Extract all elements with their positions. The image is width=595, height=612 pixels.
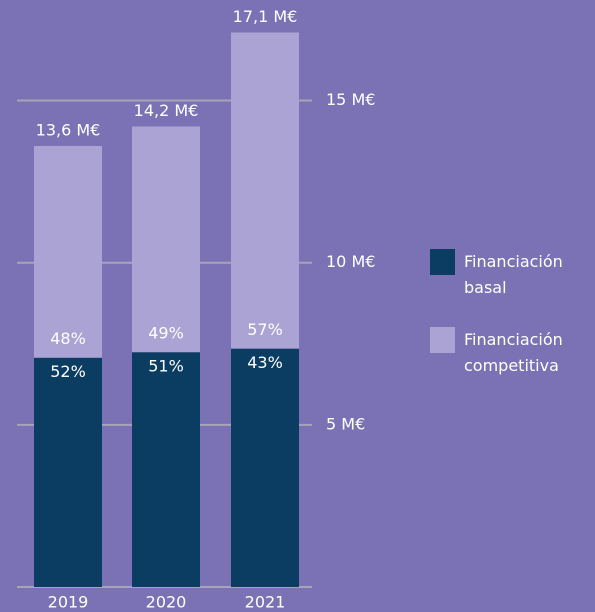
bar-segment (132, 126, 200, 353)
bar-segment (34, 145, 102, 358)
y-tick-label: 5 M€ (326, 414, 365, 433)
x-tick-label: 2019 (48, 593, 89, 612)
bar-segment (34, 357, 102, 587)
total-label: 13,6 M€ (36, 120, 101, 139)
bar-segment (231, 32, 299, 349)
bar-segment (132, 352, 200, 587)
x-tick-label: 2020 (146, 593, 187, 612)
x-tick-label: 2021 (245, 593, 286, 612)
legend-swatch (430, 249, 455, 275)
y-tick-label: 10 M€ (326, 252, 375, 271)
bar-segment (231, 348, 299, 587)
data-label: 43% (247, 353, 283, 372)
legend-label: Financiación basal (464, 252, 563, 297)
total-label: 14,2 M€ (134, 101, 199, 120)
legend-label: Financiación competitiva (464, 330, 563, 375)
data-label: 52% (50, 362, 86, 381)
data-label: 48% (50, 329, 86, 348)
total-label: 17,1 M€ (233, 7, 298, 26)
y-tick-label: 15 M€ (326, 90, 375, 109)
data-label: 49% (148, 324, 184, 343)
data-label: 57% (247, 320, 283, 339)
data-label: 51% (148, 357, 184, 376)
legend-swatch (430, 327, 455, 353)
